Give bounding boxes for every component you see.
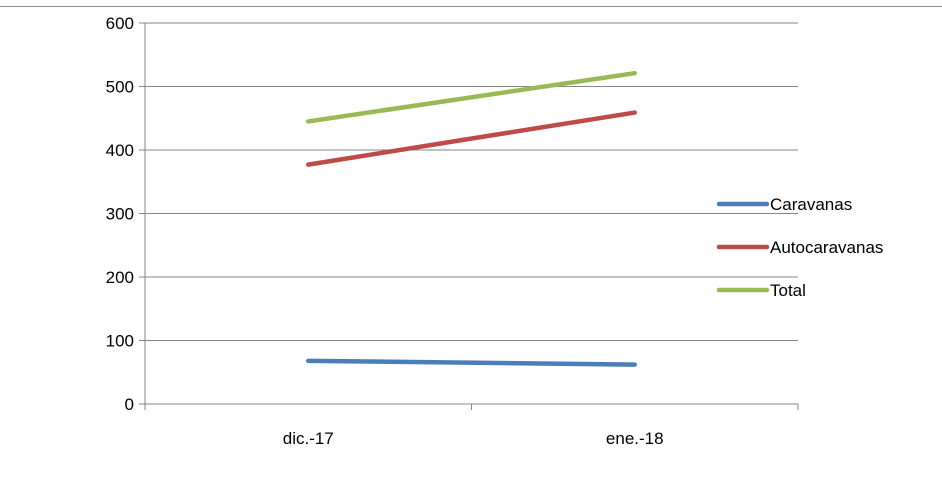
top-border-line bbox=[0, 6, 942, 7]
legend-label-caravanas: Caravanas bbox=[770, 195, 852, 214]
gridlines bbox=[145, 22, 798, 341]
y-tick-label: 600 bbox=[106, 14, 134, 33]
series-line-caravanas bbox=[306, 358, 637, 367]
x-tick-label: dic.-17 bbox=[283, 429, 334, 448]
y-tick-label: 100 bbox=[106, 332, 134, 351]
y-axis-ticks: 0 100 200 300 400 500 600 bbox=[106, 14, 145, 414]
y-tick-label: 500 bbox=[106, 78, 134, 97]
x-tick-label: ene.-18 bbox=[606, 429, 664, 448]
legend-label-total: Total bbox=[770, 281, 806, 300]
series-line-autocaravanas bbox=[306, 110, 637, 167]
legend: Caravanas Autocaravanas Total bbox=[716, 195, 883, 300]
y-tick-label: 400 bbox=[106, 141, 134, 160]
y-tick-label: 0 bbox=[125, 395, 134, 414]
y-tick-label: 300 bbox=[106, 205, 134, 224]
series-line-total bbox=[306, 70, 637, 124]
x-axis-ticks: dic.-17 ene.-18 bbox=[144, 404, 799, 448]
series-lines bbox=[306, 70, 637, 367]
y-tick-label: 200 bbox=[106, 268, 134, 287]
legend-label-autocaravanas: Autocaravanas bbox=[770, 238, 883, 257]
